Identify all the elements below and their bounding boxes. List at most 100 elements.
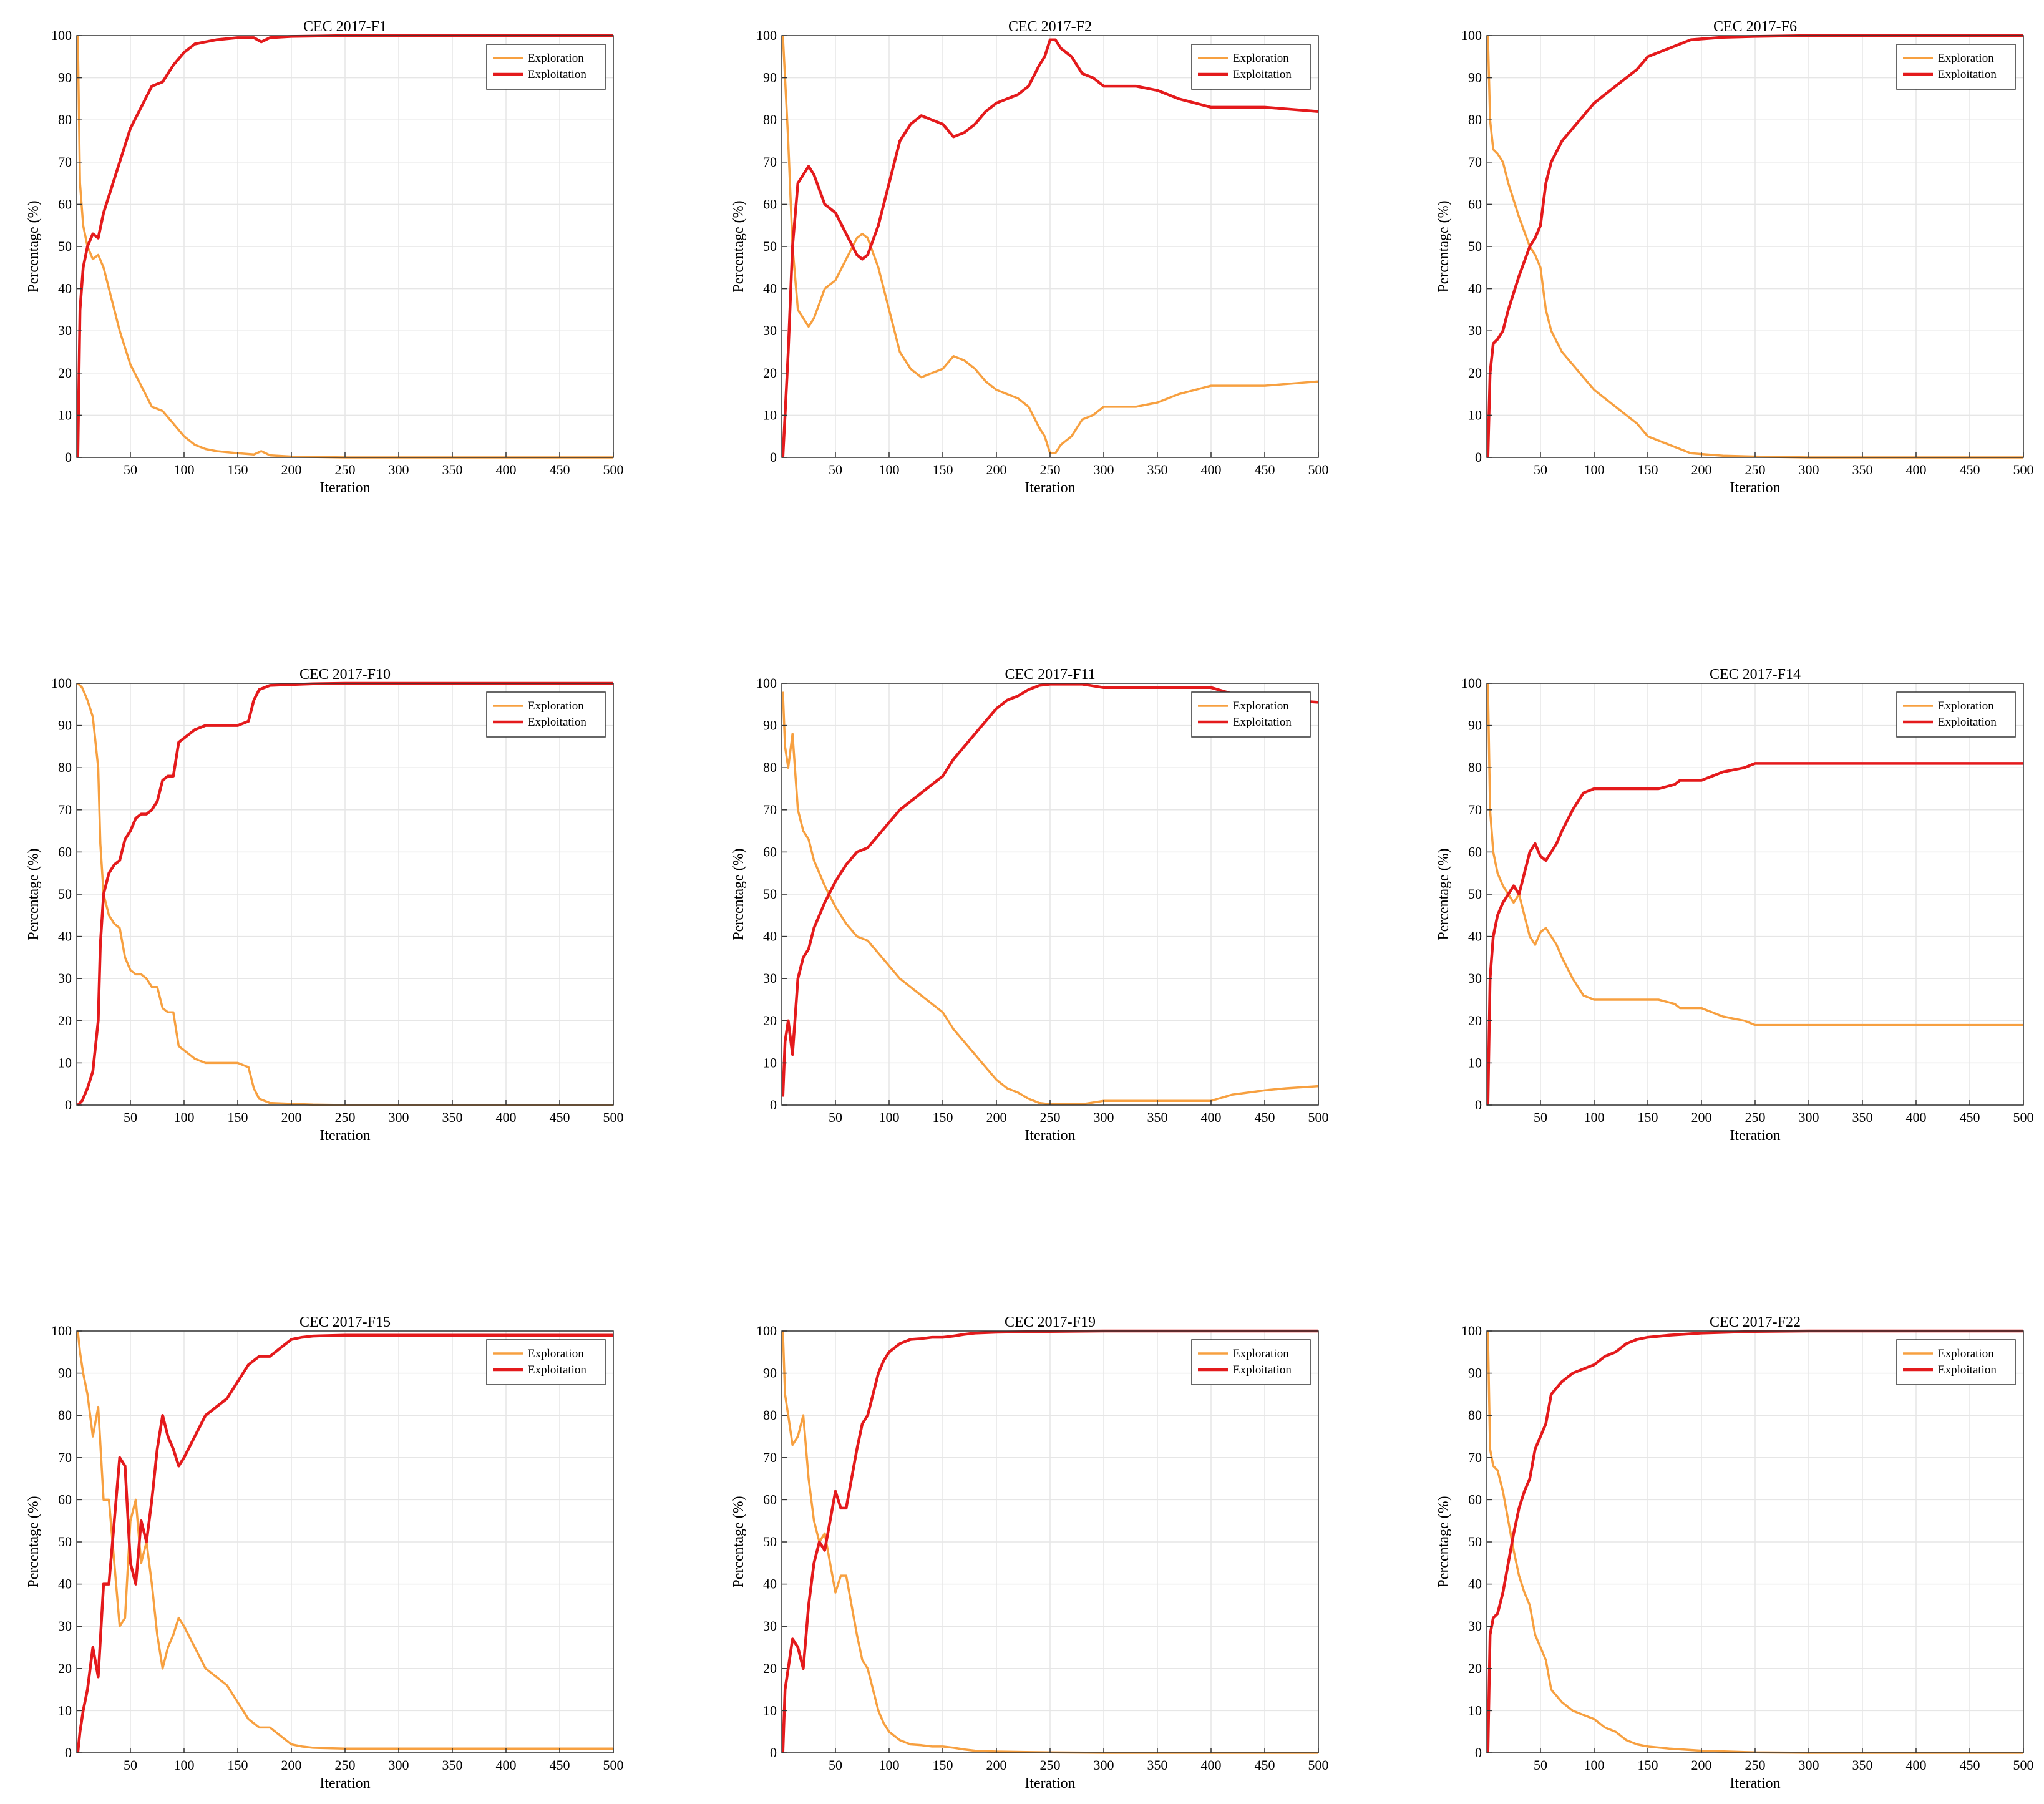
- x-tick-label: 200: [986, 462, 1007, 477]
- x-tick-label: 250: [1040, 462, 1061, 477]
- x-tick-label: 150: [228, 1757, 248, 1773]
- legend: Exploration Exploitation: [1191, 1339, 1311, 1385]
- y-tick-label: 40: [58, 281, 72, 296]
- x-axis-label: Iteration: [1730, 1775, 1780, 1792]
- x-tick-label: 50: [1534, 1109, 1547, 1125]
- legend-label: Exploitation: [528, 1363, 586, 1377]
- y-tick-label: 30: [1468, 1618, 1482, 1634]
- chart-title: CEC 2017-F2: [1008, 19, 1092, 35]
- x-tick-label: 100: [879, 1757, 900, 1773]
- x-tick-label: 350: [1852, 1757, 1873, 1773]
- x-tick-label: 100: [879, 1109, 900, 1125]
- y-tick-label: 50: [58, 886, 72, 902]
- y-tick-label: 30: [58, 970, 72, 986]
- y-tick-label: 50: [1468, 1534, 1482, 1549]
- x-tick-label: 500: [1308, 1109, 1329, 1125]
- x-tick-label: 200: [1691, 1757, 1712, 1773]
- y-tick-label: 40: [763, 929, 777, 944]
- y-tick-label: 0: [770, 1097, 777, 1113]
- x-tick-label: 100: [879, 462, 900, 477]
- y-axis-label: Percentage (%): [731, 848, 747, 940]
- y-tick-label: 80: [1468, 112, 1482, 127]
- x-axis-label: Iteration: [1024, 480, 1075, 496]
- y-tick-label: 20: [1468, 365, 1482, 381]
- series-line-exploration: [1486, 1330, 2023, 1754]
- y-tick-label: 10: [1468, 407, 1482, 422]
- x-tick-label: 400: [1906, 462, 1927, 477]
- y-tick-label: 60: [1468, 1491, 1482, 1507]
- legend-label: Exploration: [1938, 700, 1994, 713]
- legend-label: Exploitation: [528, 716, 586, 729]
- y-tick-label: 80: [763, 759, 777, 775]
- legend-box: [1896, 691, 2016, 738]
- y-tick-label: 100: [1461, 27, 1482, 43]
- x-axis-label: Iteration: [319, 1128, 370, 1144]
- legend-label: Exploitation: [1233, 68, 1292, 81]
- x-tick-label: 500: [603, 462, 624, 477]
- legend-label: Exploration: [1233, 700, 1289, 713]
- y-tick-label: 20: [1468, 1660, 1482, 1676]
- x-tick-label: 400: [496, 462, 517, 477]
- legend-label: Exploitation: [1938, 716, 1997, 729]
- legend-box: [486, 1339, 606, 1385]
- y-tick-label: 80: [58, 1407, 72, 1423]
- legend: Exploration Exploitation: [486, 691, 606, 738]
- y-axis-label: Percentage (%): [26, 200, 42, 292]
- y-tick-label: 90: [1468, 1365, 1482, 1381]
- x-tick-label: 450: [1960, 1757, 1980, 1773]
- chart-panel: 50 100 150 200 250 300 350 400 450 500 0 10 20 30 40 50…: [1436, 19, 2034, 496]
- series-line-exploration: [76, 35, 613, 459]
- y-tick-label: 40: [1468, 281, 1482, 296]
- x-tick-label: 500: [603, 1757, 624, 1773]
- legend: Exploration Exploitation: [1191, 44, 1311, 90]
- x-tick-label: 350: [442, 1757, 463, 1773]
- legend-box: [1191, 1339, 1311, 1385]
- chart-panel: 50 100 150 200 250 300 350 400 450 500 0 10 20 30 40 50…: [731, 1314, 1329, 1792]
- x-tick-label: 350: [1147, 1757, 1168, 1773]
- x-tick-label: 250: [1745, 462, 1766, 477]
- x-tick-label: 400: [1201, 1757, 1222, 1773]
- x-tick-label: 300: [1094, 1109, 1114, 1125]
- y-tick-label: 30: [763, 1618, 777, 1634]
- series-line-exploration: [781, 1330, 1318, 1754]
- y-tick-label: 0: [65, 449, 72, 465]
- legend-label: Exploration: [528, 1347, 584, 1360]
- y-tick-label: 60: [58, 1491, 72, 1507]
- x-tick-label: 200: [986, 1109, 1007, 1125]
- x-tick-label: 150: [933, 462, 953, 477]
- y-tick-label: 10: [58, 407, 72, 422]
- y-tick-label: 40: [58, 1576, 72, 1592]
- y-tick-label: 90: [763, 1365, 777, 1381]
- x-tick-label: 500: [603, 1109, 624, 1125]
- x-axis-label: Iteration: [319, 480, 370, 496]
- legend: Exploration Exploitation: [1191, 691, 1311, 738]
- x-tick-label: 250: [1745, 1109, 1766, 1125]
- x-tick-label: 50: [124, 1757, 137, 1773]
- y-tick-label: 70: [1468, 1450, 1482, 1465]
- x-tick-label: 100: [1584, 462, 1605, 477]
- y-tick-label: 20: [763, 1660, 777, 1676]
- legend-label: Exploitation: [1233, 716, 1292, 729]
- x-tick-label: 400: [496, 1757, 517, 1773]
- y-tick-label: 70: [58, 802, 72, 817]
- x-tick-label: 450: [550, 1757, 570, 1773]
- x-tick-label: 150: [1638, 1757, 1658, 1773]
- chart-title: CEC 2017-F19: [1005, 1314, 1096, 1330]
- chart-panel: 50 100 150 200 250 300 350 400 450 500 0 10 20 30 40 50…: [26, 666, 624, 1144]
- x-tick-label: 200: [1691, 1109, 1712, 1125]
- x-tick-label: 500: [2013, 462, 2034, 477]
- legend: Exploration Exploitation: [1896, 44, 2016, 90]
- y-tick-label: 30: [58, 1618, 72, 1634]
- x-axis-label: Iteration: [1730, 1128, 1780, 1144]
- y-tick-label: 20: [58, 1660, 72, 1676]
- series-line-exploitation: [77, 681, 613, 1106]
- y-tick-label: 70: [763, 154, 777, 170]
- x-tick-label: 50: [829, 462, 842, 477]
- y-tick-label: 50: [58, 1534, 72, 1549]
- y-tick-label: 0: [770, 449, 777, 465]
- x-tick-label: 350: [1147, 462, 1168, 477]
- y-tick-label: 10: [58, 1702, 72, 1718]
- legend: Exploration Exploitation: [486, 1339, 606, 1385]
- legend: Exploration Exploitation: [486, 44, 606, 90]
- chart-title: CEC 2017-F1: [303, 19, 387, 35]
